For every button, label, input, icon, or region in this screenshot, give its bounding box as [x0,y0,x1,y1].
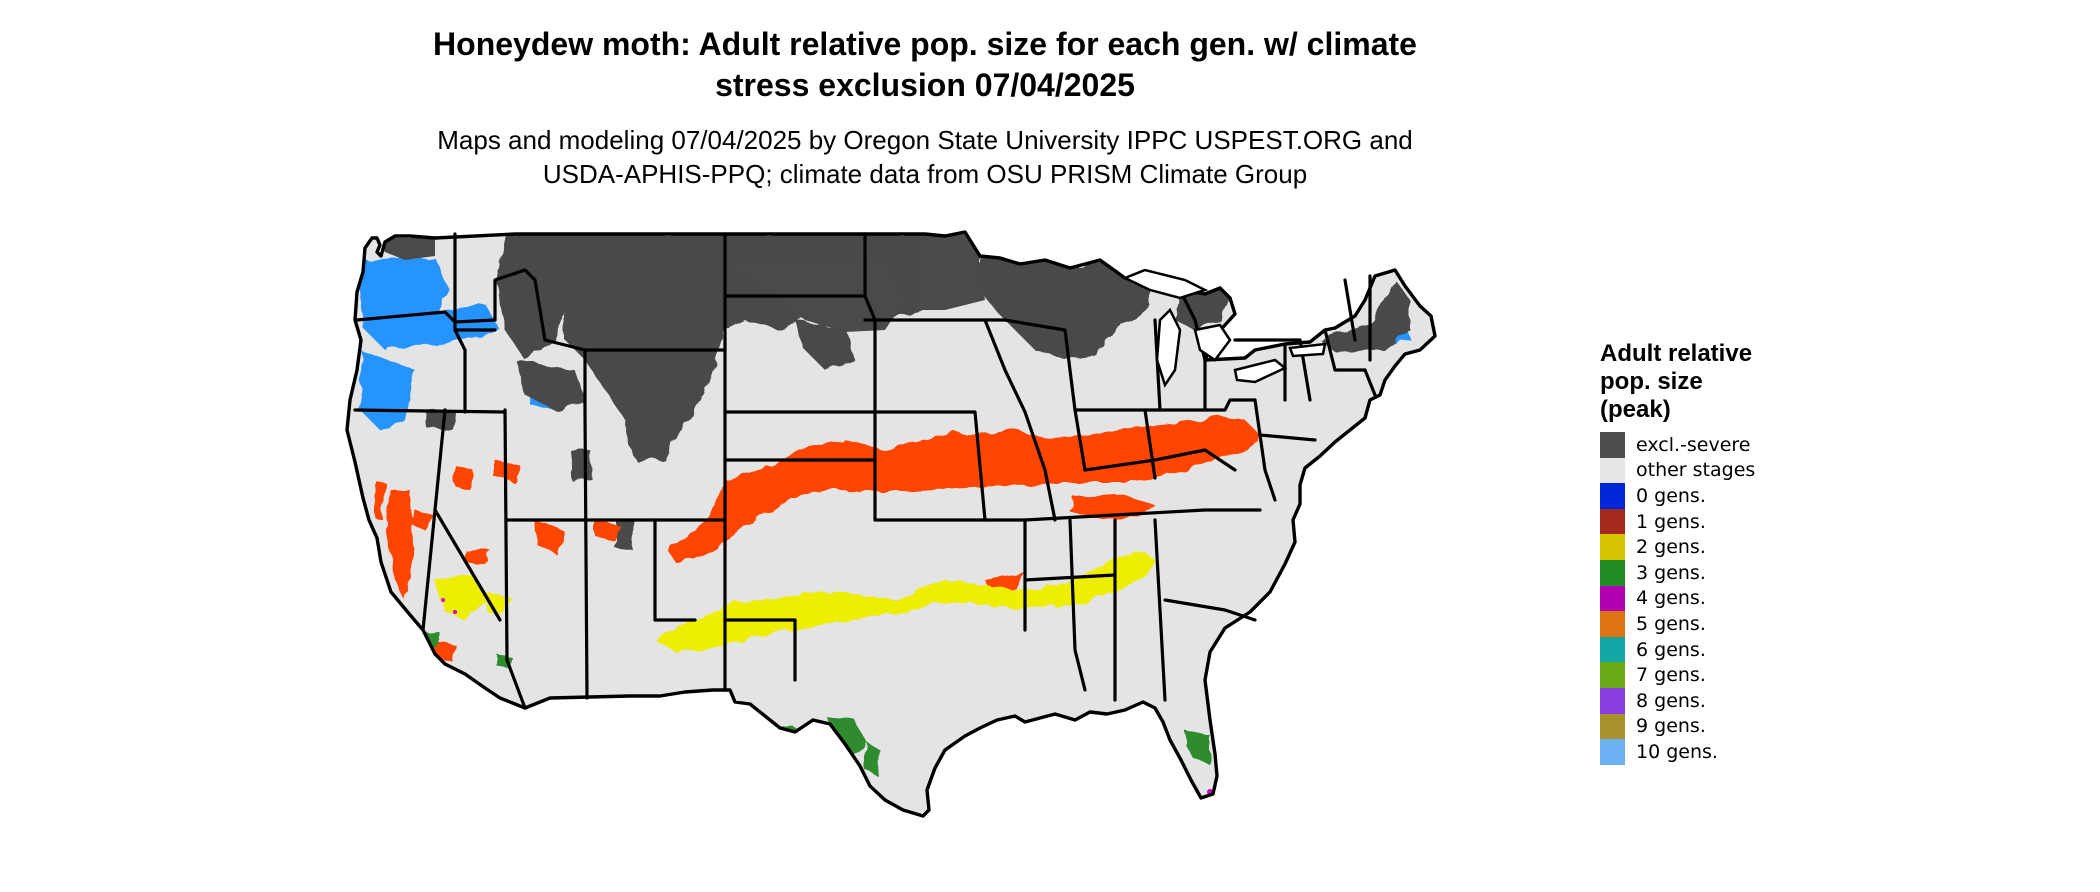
legend-item: 2 gens. [1600,534,1755,560]
legend-item: 4 gens. [1600,585,1755,612]
legend-item: excl.-severe [1600,432,1755,458]
legend-swatch [1600,559,1625,586]
subtitle-line-1: Maps and modeling 07/04/2025 by Oregon S… [437,125,1413,155]
one-gen-orange-band [375,416,1260,660]
map-title: Honeydew moth: Adult relative pop. size … [310,24,1540,106]
legend-label: 0 gens. [1636,484,1706,507]
legend: Adult relative pop. size (peak) excl.-se… [1600,340,1755,765]
legend-swatch [1600,534,1625,560]
legend-label: 4 gens. [1636,587,1706,610]
legend-title: Adult relative pop. size (peak) [1600,340,1755,424]
legend-item: 0 gens. [1600,483,1755,509]
legend-label: 1 gens. [1636,510,1706,533]
legend-swatch [1600,662,1625,688]
legend-swatch [1600,611,1625,637]
legend-item: other stages [1600,457,1756,484]
legend-item: 1 gens. [1600,508,1755,535]
legend-swatch [1600,457,1625,484]
legend-label: 7 gens. [1636,664,1706,687]
legend-label: 8 gens. [1636,689,1706,712]
legend-swatch [1600,432,1625,458]
legend-swatch [1600,585,1625,612]
great-lakes [1121,268,1327,388]
legend-item: 6 gens. [1600,636,1755,663]
us-map [345,230,1437,818]
subtitle-line-2: USDA-APHIS-PPQ; climate data from OSU PR… [542,159,1308,189]
legend-label: 6 gens. [1636,638,1706,661]
legend-label: 9 gens. [1636,715,1706,738]
legend-label: 3 gens. [1636,561,1706,584]
legend-label: 5 gens. [1636,612,1706,635]
legend-label: 10 gens. [1636,740,1718,763]
legend-label: excl.-severe [1636,433,1751,456]
legend-swatch [1600,739,1625,765]
legend-swatch [1600,687,1625,714]
legend-swatch [1600,508,1625,535]
legend-item: 10 gens. [1600,739,1755,765]
legend-title-line-3: (peak) [1600,396,1671,423]
legend-item: 8 gens. [1600,687,1755,714]
legend-title-line-2: pop. size [1600,368,1703,395]
legend-item: 9 gens. [1600,713,1755,740]
legend-label: 2 gens. [1636,536,1706,559]
excluded-severe-zones [375,232,1410,550]
legend-item: 3 gens. [1600,559,1755,586]
legend-swatch [1600,636,1625,663]
legend-items: excl.-severe other stages 0 gens. 1 gens. 2 … [1600,432,1755,765]
legend-swatch [1600,713,1625,740]
legend-item: 7 gens. [1600,662,1755,688]
legend-title-line-1: Adult relative [1600,340,1753,367]
title-line-2: stress exclusion 07/04/2025 [715,67,1135,103]
legend-swatch [1600,483,1625,509]
map-subtitle: Maps and modeling 07/04/2025 by Oregon S… [310,123,1540,191]
legend-item: 5 gens. [1600,611,1755,637]
two-gen-yellow-band [435,552,1155,652]
title-line-1: Honeydew moth: Adult relative pop. size … [433,26,1417,62]
legend-label: other stages [1636,459,1756,482]
